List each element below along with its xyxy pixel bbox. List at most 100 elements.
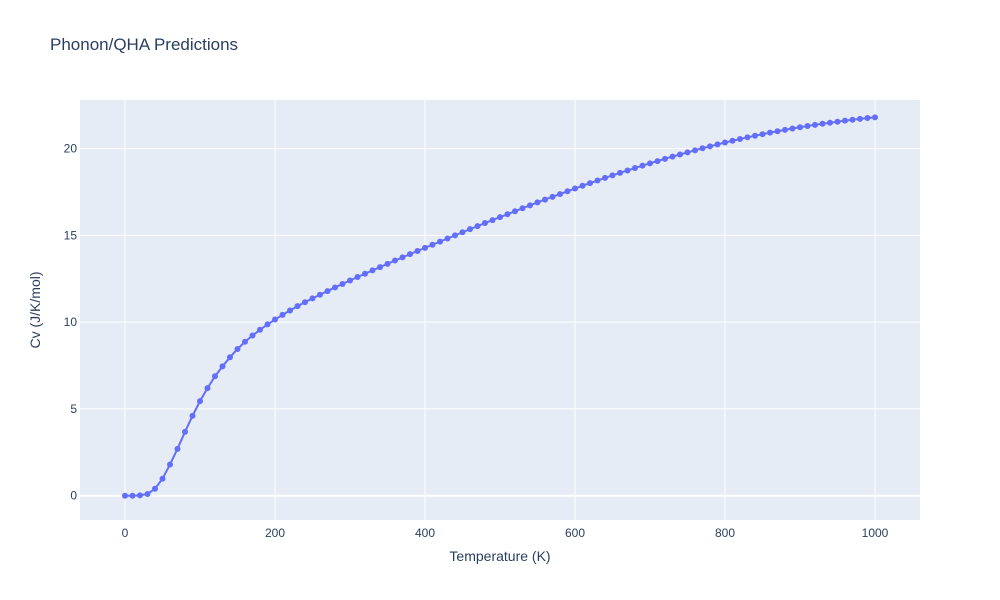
data-point bbox=[819, 120, 826, 127]
data-point bbox=[212, 373, 218, 380]
data-point bbox=[564, 188, 571, 195]
data-point bbox=[557, 191, 563, 198]
x-tick-label: 200 bbox=[265, 526, 285, 540]
data-point bbox=[662, 155, 668, 162]
data-point bbox=[609, 172, 616, 179]
data-point bbox=[384, 260, 391, 267]
data-point bbox=[797, 124, 803, 131]
data-point bbox=[407, 251, 413, 258]
data-point bbox=[264, 321, 271, 328]
data-point bbox=[167, 461, 173, 468]
data-point bbox=[714, 141, 721, 148]
data-point bbox=[707, 143, 713, 150]
data-point bbox=[654, 158, 661, 165]
data-point bbox=[789, 125, 796, 132]
x-tick-label: 800 bbox=[715, 526, 735, 540]
data-point bbox=[474, 223, 481, 230]
data-point bbox=[669, 153, 676, 160]
data-point bbox=[624, 167, 631, 174]
data-point bbox=[399, 254, 406, 261]
data-point bbox=[804, 123, 811, 130]
data-point bbox=[459, 229, 466, 236]
data-point bbox=[767, 129, 773, 136]
data-point bbox=[339, 280, 346, 287]
data-point bbox=[774, 128, 781, 135]
data-point bbox=[317, 291, 323, 298]
data-point bbox=[744, 134, 751, 141]
x-tick-label: 400 bbox=[415, 526, 435, 540]
data-point bbox=[414, 247, 421, 254]
data-point bbox=[699, 145, 706, 152]
y-tick-label: 20 bbox=[64, 142, 78, 156]
data-point bbox=[834, 118, 841, 125]
data-point bbox=[392, 257, 398, 264]
data-point bbox=[519, 205, 526, 212]
data-point bbox=[759, 131, 766, 138]
data-point bbox=[309, 295, 316, 302]
data-point bbox=[549, 193, 556, 200]
data-point bbox=[639, 162, 646, 169]
data-point bbox=[122, 492, 128, 499]
data-point bbox=[279, 311, 286, 318]
data-point bbox=[272, 316, 278, 323]
data-point bbox=[324, 288, 331, 295]
x-tick-label: 1000 bbox=[862, 526, 889, 540]
data-point bbox=[429, 241, 436, 248]
data-point bbox=[542, 196, 548, 203]
data-point bbox=[174, 445, 181, 452]
data-point bbox=[504, 211, 511, 218]
y-tick-label: 5 bbox=[70, 402, 77, 416]
plot-background bbox=[80, 100, 920, 520]
data-point bbox=[872, 114, 878, 121]
data-point bbox=[534, 199, 541, 206]
data-point bbox=[159, 475, 166, 482]
data-point bbox=[362, 270, 368, 277]
data-point bbox=[782, 126, 788, 133]
data-point bbox=[632, 165, 638, 172]
y-tick-label: 15 bbox=[64, 228, 78, 242]
data-point bbox=[587, 180, 593, 187]
data-point bbox=[347, 277, 353, 284]
data-point bbox=[302, 299, 308, 306]
data-point bbox=[692, 147, 698, 154]
data-point bbox=[729, 137, 736, 144]
data-point bbox=[369, 267, 376, 274]
data-point bbox=[129, 492, 136, 499]
data-point bbox=[182, 428, 188, 435]
data-point bbox=[737, 136, 743, 143]
data-point bbox=[489, 217, 496, 224]
data-point bbox=[137, 492, 143, 499]
x-axis-label: Temperature (K) bbox=[449, 548, 550, 564]
data-point bbox=[242, 338, 248, 345]
data-point bbox=[849, 116, 856, 123]
data-point bbox=[467, 226, 473, 233]
data-point bbox=[234, 346, 241, 353]
data-point bbox=[294, 303, 301, 310]
data-point bbox=[227, 354, 233, 361]
chart-title: Phonon/QHA Predictions bbox=[50, 35, 238, 54]
data-point bbox=[437, 238, 443, 245]
y-tick-label: 0 bbox=[70, 489, 77, 503]
grid bbox=[80, 100, 920, 520]
x-tick-label: 600 bbox=[565, 526, 585, 540]
data-point bbox=[257, 326, 263, 333]
data-point bbox=[249, 332, 256, 339]
data-point bbox=[354, 274, 361, 281]
data-point bbox=[482, 220, 488, 227]
data-point bbox=[602, 174, 608, 181]
data-point bbox=[152, 485, 158, 492]
data-point bbox=[842, 117, 848, 124]
series-layer bbox=[122, 114, 878, 499]
data-point bbox=[827, 119, 833, 126]
data-point bbox=[857, 115, 863, 122]
data-point bbox=[144, 490, 151, 497]
data-point bbox=[677, 151, 683, 158]
tick-labels: 0 200 400 600 800 1000 0 5 10 15 20 bbox=[64, 142, 889, 540]
data-point bbox=[204, 385, 211, 392]
x-tick-label: 0 bbox=[122, 526, 129, 540]
data-point bbox=[512, 208, 518, 215]
data-point bbox=[377, 264, 383, 271]
data-point bbox=[684, 149, 691, 156]
data-point bbox=[444, 235, 451, 242]
